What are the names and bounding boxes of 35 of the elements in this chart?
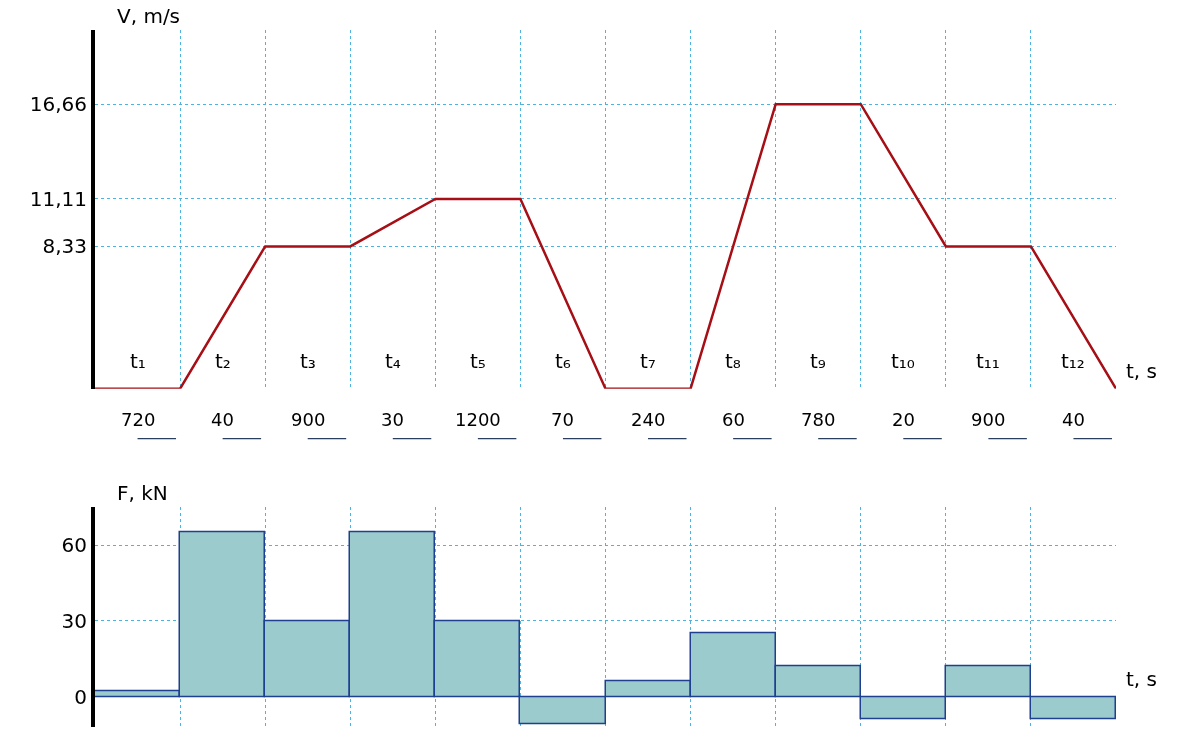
y-axis-title: F, kN <box>117 481 168 505</box>
text: 1200 <box>455 409 501 430</box>
text: 30 <box>381 409 404 430</box>
text: 40 <box>211 409 234 430</box>
text: 720 <box>121 409 156 430</box>
annotation: t₅ <box>470 349 486 373</box>
annotation: t₃ <box>300 349 316 373</box>
annotation: t₁₁ <box>976 349 1000 373</box>
text: 900 <box>291 409 326 430</box>
text: 240 <box>631 409 666 430</box>
annotation: t₇ <box>640 349 656 373</box>
annotation: t₁₀ <box>891 349 915 373</box>
x-axis-title: t, s <box>1126 359 1157 383</box>
y-tick-label: 16,66 <box>29 92 87 117</box>
y-tick-label: 11,11 <box>29 186 87 211</box>
y-tick-label: 8,33 <box>42 234 87 259</box>
line-series <box>95 102 1116 389</box>
text: 900 <box>971 409 1006 430</box>
y-tick-label: 0 <box>74 684 87 709</box>
y-axis-title: V, m/s <box>117 4 181 28</box>
text: 40 <box>1062 409 1085 430</box>
annotation: t₁ <box>130 349 146 373</box>
annotation: t₂ <box>215 349 231 373</box>
annotation: t₆ <box>555 349 571 373</box>
annotation: t₉ <box>810 349 826 373</box>
y-tick-label: 30 <box>61 608 87 633</box>
y-tick-label: 60 <box>61 533 87 558</box>
annotation: t₄ <box>385 349 401 373</box>
text: 20 <box>892 409 915 430</box>
text: 70 <box>551 409 574 430</box>
annotation: t₁₂ <box>1061 349 1085 373</box>
text: 60 <box>722 409 745 430</box>
x-axis-title: t, s <box>1126 667 1157 691</box>
text: 780 <box>801 409 836 430</box>
annotation: t₈ <box>725 349 741 373</box>
